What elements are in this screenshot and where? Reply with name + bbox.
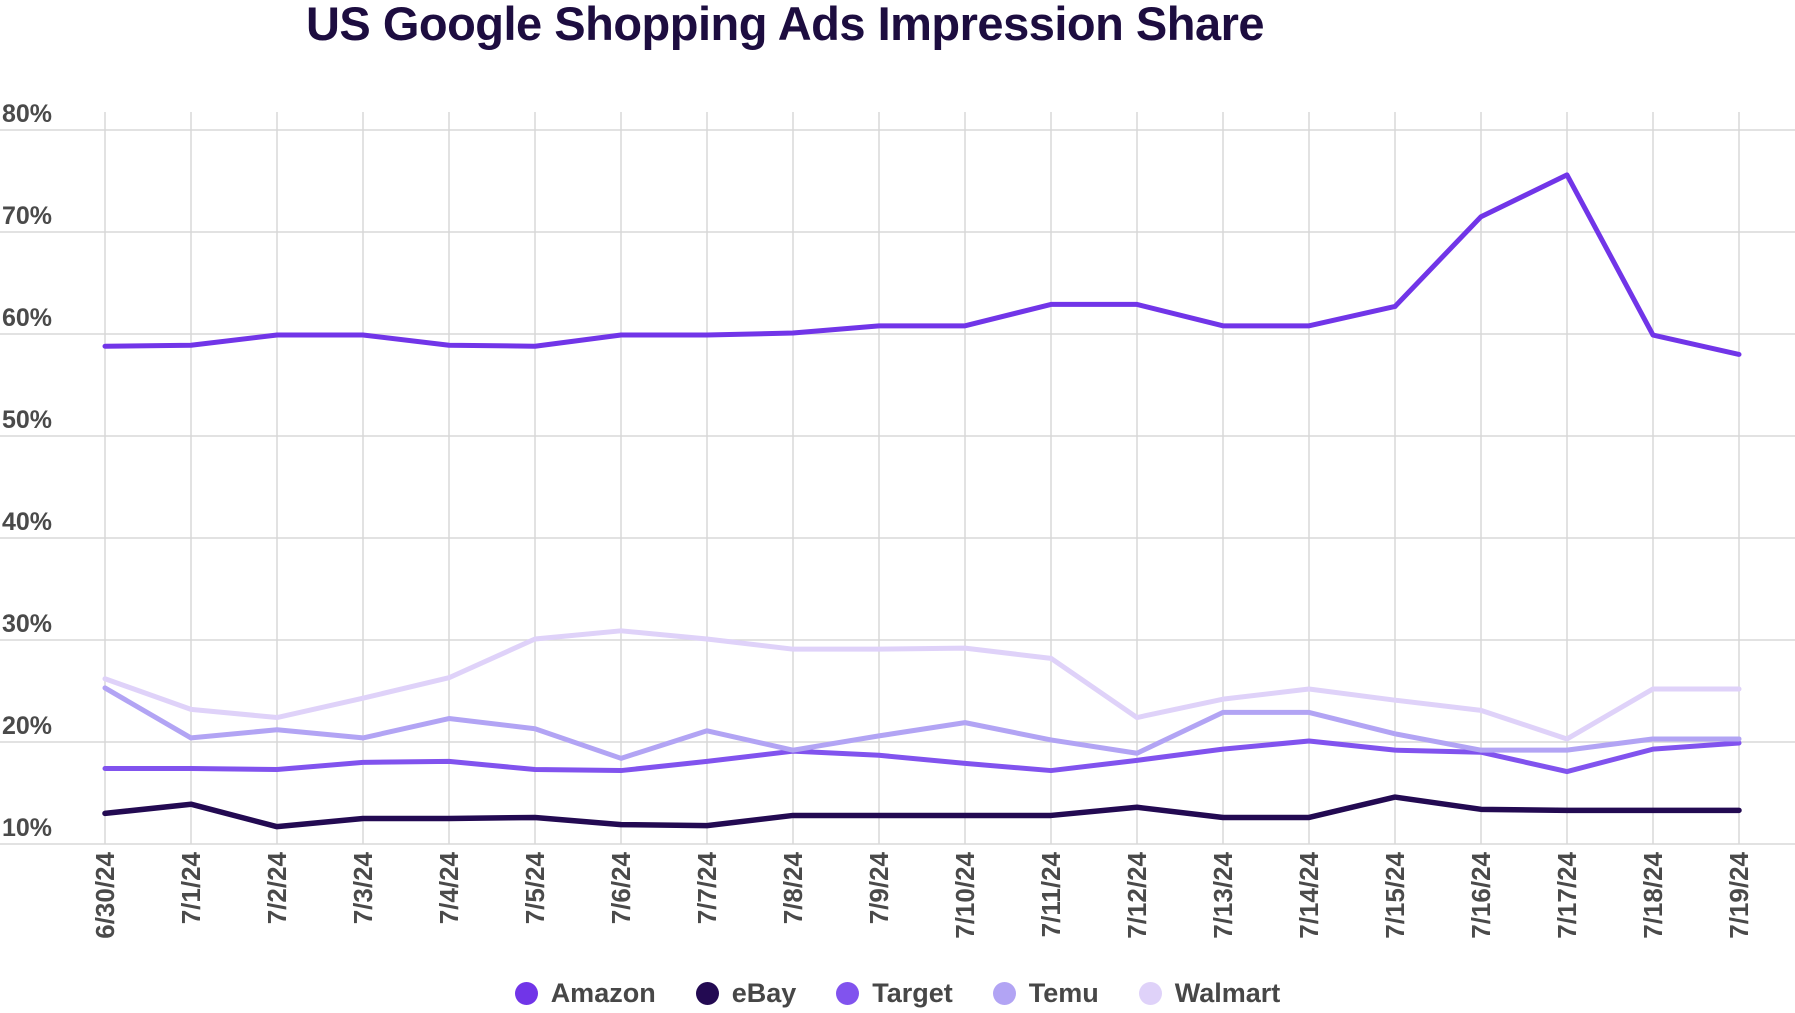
legend-label: Target <box>872 978 953 1008</box>
legend-dot-ebay <box>695 982 719 1005</box>
y-tick-label: 10% <box>2 814 52 842</box>
x-tick-label: 7/1/24 <box>176 851 206 924</box>
y-tick-label: 60% <box>2 304 52 332</box>
legend-dot-walmart <box>1138 982 1162 1005</box>
y-tick-label: 40% <box>2 508 52 536</box>
legend-dot-temu <box>992 982 1016 1005</box>
x-tick-label: 7/10/24 <box>950 851 980 938</box>
legend-label: Amazon <box>550 978 656 1008</box>
series-line-amazon[interactable] <box>102 172 1742 357</box>
x-tick-label: 7/3/24 <box>348 851 378 924</box>
x-tick-label: 7/18/24 <box>1638 851 1668 938</box>
x-tick-label: 6/30/24 <box>90 851 120 938</box>
y-tick-label: 50% <box>2 406 52 434</box>
x-axis-labels: 6/30/24 7/1/24 7/2/24 7/3/24 7/4/24 7/5/24 7/6… <box>90 851 1754 938</box>
legend-item-temu[interactable]: Temu <box>992 978 1099 1009</box>
y-tick-label: 70% <box>2 202 52 230</box>
series-line-temu[interactable] <box>102 685 1742 761</box>
x-tick-label: 7/14/24 <box>1294 851 1324 938</box>
x-tick-label: 7/12/24 <box>1122 851 1152 938</box>
legend-label: Walmart <box>1174 978 1281 1008</box>
x-tick-label: 7/9/24 <box>864 851 894 924</box>
x-tick-label: 7/13/24 <box>1208 851 1238 938</box>
page-title: US Google Shopping Ads Impression Share <box>305 0 1265 50</box>
x-tick-label: 7/8/24 <box>778 851 808 924</box>
y-tick-label: 20% <box>2 712 52 740</box>
x-tick-label: 7/4/24 <box>434 851 464 924</box>
y-tick-label: 30% <box>2 610 52 638</box>
legend-item-amazon[interactable]: Amazon <box>514 978 656 1009</box>
legend-label: eBay <box>731 978 797 1008</box>
chart-legend: Amazon eBay Target Temu Walmart <box>0 978 1795 1009</box>
y-tick-label: 80% <box>2 100 52 128</box>
legend-dot-target <box>836 982 860 1005</box>
y-axis-labels: 10% 20% 30% 40% 50% 60% 70% 80% <box>2 100 52 842</box>
series-line-walmart[interactable] <box>102 628 1742 742</box>
x-tick-label: 7/11/24 <box>1036 851 1066 937</box>
x-tick-label: 7/15/24 <box>1380 851 1410 938</box>
legend-item-ebay[interactable]: eBay <box>695 978 797 1009</box>
legend-item-target[interactable]: Target <box>836 978 953 1009</box>
x-tick-label: 7/2/24 <box>262 851 292 924</box>
x-tick-label: 7/17/24 <box>1552 851 1582 938</box>
x-tick-label: 7/16/24 <box>1466 851 1496 938</box>
x-tick-label: 7/6/24 <box>606 851 636 924</box>
legend-item-walmart[interactable]: Walmart <box>1138 978 1281 1009</box>
series-line-target[interactable] <box>102 738 1742 775</box>
x-tick-label: 7/7/24 <box>692 851 722 924</box>
series-lines <box>102 172 1742 830</box>
gridlines <box>0 112 1795 845</box>
x-tick-label: 7/5/24 <box>520 851 550 924</box>
x-tick-label: 7/19/24 <box>1724 851 1754 938</box>
series-line-ebay[interactable] <box>102 794 1742 830</box>
legend-label: Temu <box>1028 978 1099 1008</box>
legend-dot-amazon <box>514 982 538 1005</box>
